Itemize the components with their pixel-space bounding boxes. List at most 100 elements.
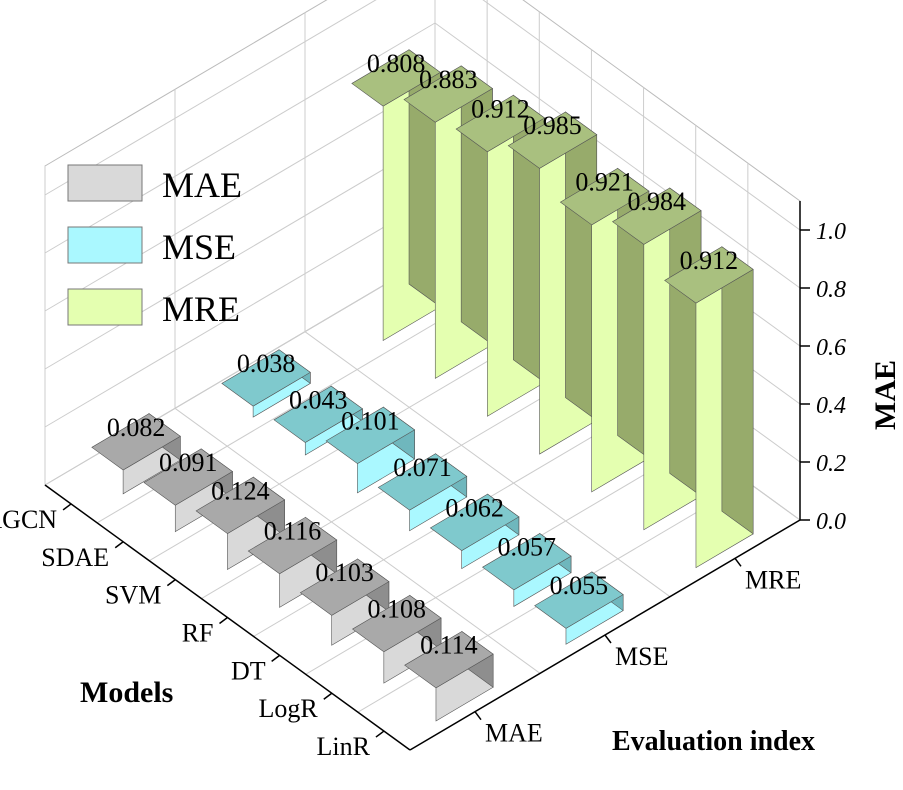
- value-label: 0.082: [107, 413, 166, 442]
- value-label: 0.103: [315, 558, 374, 587]
- value-label: 0.108: [368, 595, 427, 624]
- model-tick-label: LogR: [259, 694, 319, 723]
- model-tick: [375, 730, 385, 738]
- bar-top-face: [351, 594, 442, 653]
- models-axis-title: Models: [80, 676, 173, 709]
- grid-line: [44, 80, 436, 312]
- value-label: 0.062: [445, 493, 504, 522]
- legend-swatch-mre: [67, 288, 143, 326]
- bar-mae-sagcn: [91, 413, 181, 495]
- evaluation-tick-label: MRE: [745, 565, 801, 594]
- value-label: 0.912: [471, 94, 530, 123]
- model-tick-label: RF: [182, 619, 214, 648]
- bar-mse-sagcn: [221, 349, 311, 418]
- legend-swatch-mae: [67, 164, 143, 202]
- value-label: 0.985: [523, 111, 582, 140]
- evaluation-tick: [604, 634, 612, 644]
- bar-top-face: [534, 571, 624, 629]
- grid-line: [44, 0, 377, 196]
- bar-top-face: [143, 448, 234, 506]
- bar-mae-linr: [404, 630, 494, 722]
- model-tick: [323, 692, 333, 700]
- bar-top-face: [507, 111, 598, 169]
- value-label: 0.116: [264, 517, 322, 546]
- bar-top-face: [299, 558, 390, 616]
- value-label: 0.057: [498, 533, 557, 562]
- value-label: 0.071: [393, 453, 452, 482]
- legend-label-mre: MRE: [162, 289, 240, 329]
- model-tick-label: SVM: [105, 581, 161, 610]
- bar-top-face: [221, 349, 311, 407]
- bar-top-face: [325, 406, 416, 464]
- bar-top-face: [611, 187, 702, 245]
- bar-top-face: [455, 94, 546, 153]
- z-tick-label: 0.4: [816, 393, 846, 419]
- z-tick-label: 0.0: [816, 509, 846, 535]
- bar-top-face: [404, 631, 494, 689]
- value-label: 0.921: [575, 168, 634, 197]
- grid-line: [482, 0, 801, 231]
- model-tick: [114, 541, 124, 549]
- value-label: 0.055: [550, 571, 609, 600]
- bar-mse-logr: [481, 532, 572, 607]
- bar-top-face: [559, 168, 650, 226]
- grid-line: [304, 331, 671, 598]
- bar-top-face: [403, 65, 494, 123]
- model-tick: [219, 616, 228, 625]
- z-tick-label: 0.2: [816, 451, 846, 477]
- z-axis-title: MAE: [869, 360, 902, 430]
- grid-line: [434, 22, 801, 289]
- evaluation-axis-title: Evaluation index: [612, 726, 815, 757]
- value-label: 0.984: [628, 187, 687, 216]
- value-label: 0.124: [211, 476, 270, 505]
- value-label: 0.114: [420, 631, 478, 660]
- grid-line: [44, 138, 436, 370]
- bar-mre-svm: [455, 94, 546, 417]
- grid-line: [44, 22, 436, 254]
- value-label: 0.883: [419, 65, 478, 94]
- evaluation-tick-label: MSE: [615, 642, 668, 671]
- bar-top-face: [91, 413, 181, 471]
- value-label: 0.101: [341, 406, 400, 435]
- bar-top-face: [195, 476, 286, 534]
- bar-mre-sagcn: [351, 49, 441, 342]
- model-tick: [166, 579, 176, 587]
- evaluation-tick: [734, 557, 742, 567]
- bar-mse-sdae: [273, 385, 364, 456]
- value-label: 0.038: [237, 349, 296, 378]
- z-tick-label: 0.8: [816, 277, 846, 303]
- legend-label-mse: MSE: [162, 227, 236, 267]
- bar-top-face: [377, 453, 468, 511]
- value-label: 0.043: [289, 385, 348, 414]
- model-tick: [271, 654, 281, 662]
- bar-mae-logr: [351, 594, 442, 684]
- z-tick-label: 0.6: [816, 335, 846, 361]
- grid-line: [174, 407, 541, 674]
- bar-top-face: [664, 246, 754, 304]
- grid-line: [44, 196, 436, 428]
- value-label: 0.808: [367, 49, 426, 78]
- bar-mse-svm: [325, 406, 416, 494]
- legend-swatch-mse: [67, 226, 143, 264]
- bar-top-face: [429, 493, 520, 551]
- bar-top-face: [273, 385, 364, 443]
- bar-side-face: [721, 246, 754, 535]
- model-tick-label: DT: [231, 656, 266, 685]
- legend-label-mae: MAE: [162, 165, 242, 205]
- model-tick: [62, 503, 72, 511]
- value-label: 0.912: [680, 246, 739, 275]
- value-label: 0.091: [159, 448, 218, 477]
- bar-mae-rf: [247, 516, 338, 608]
- bar-mse-linr: [534, 571, 624, 645]
- evaluation-tick-label: MAE: [485, 719, 543, 748]
- bar-mse-dt: [429, 493, 520, 570]
- bar-top-face: [351, 49, 441, 107]
- bar-mre-sdae: [403, 65, 494, 379]
- evaluation-tick: [474, 711, 482, 721]
- model-tick-label: SAGCN: [0, 505, 57, 534]
- bar-mre-linr: [664, 246, 754, 569]
- bar-top-face: [481, 533, 572, 591]
- model-tick-label: SDAE: [41, 543, 109, 572]
